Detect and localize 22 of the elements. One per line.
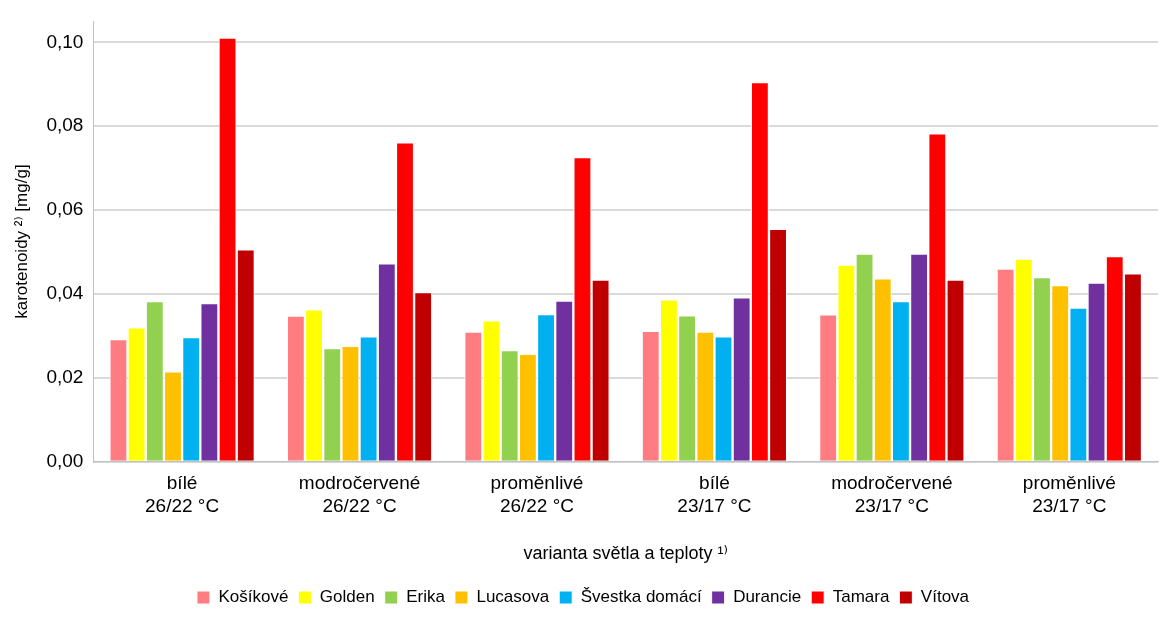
x-tick-label: proměnlivé 26/22 °C [490, 472, 584, 517]
y-tick-label: 0,04 [46, 282, 84, 304]
legend-label: Košíkové [218, 587, 289, 607]
legend-label: Golden [319, 587, 375, 607]
y-tick-label: 0,02 [46, 366, 84, 388]
legend-label: Lucasova [476, 587, 550, 607]
legend-label: Švestka domácí [580, 587, 702, 607]
y-tick-label: 0,00 [46, 450, 84, 472]
legend-label: Tamara [832, 587, 890, 607]
legend-label: Erika [406, 587, 446, 607]
x-axis-title: varianta světla a teploty ¹⁾ [523, 543, 728, 564]
x-tick-label: modročervené 26/22 °C [298, 472, 421, 517]
x-tick-label: modročervené 23/17 °C [831, 472, 953, 517]
y-tick-label: 0,06 [46, 198, 84, 220]
x-tick-label: bílé 26/22 °C [145, 472, 220, 517]
y-tick-label: 0,08 [46, 114, 84, 136]
x-tick-label: proměnlivé 23/17 °C [1022, 472, 1116, 517]
legend-label: Vítova [920, 587, 970, 607]
y-tick-label: 0,10 [46, 30, 84, 52]
x-tick-label: bílé 23/17 °C [677, 472, 752, 517]
legend-label: Durancie [733, 587, 802, 607]
y-axis-title: karotenoidy ²⁾ [mg/g] [11, 164, 31, 319]
